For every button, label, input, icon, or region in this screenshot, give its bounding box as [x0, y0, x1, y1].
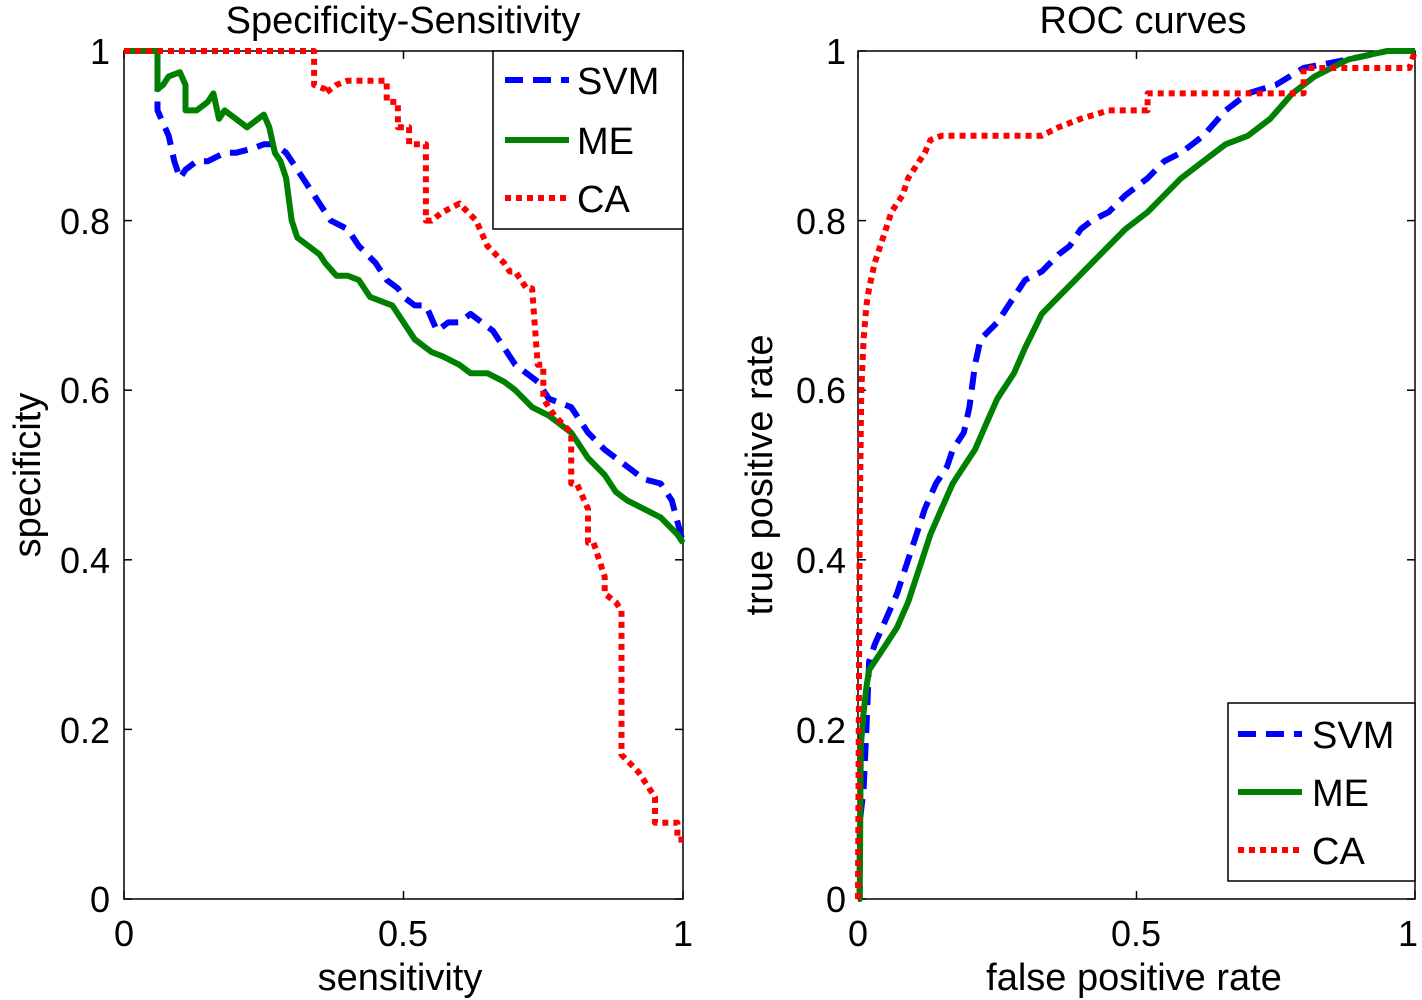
x-tick-labels: 0 0.5 1: [848, 913, 1418, 954]
x-tick-label: 1: [673, 913, 693, 954]
y-tick-label: 1: [826, 31, 846, 72]
legend-label-ca: CA: [1312, 831, 1365, 873]
y-tick-label: 0.6: [796, 370, 846, 411]
legend-label-ca: CA: [577, 179, 630, 221]
y-tick-label: 0.8: [60, 201, 110, 242]
y-tick-label: 0.2: [796, 710, 846, 751]
legend-label-me: ME: [1312, 773, 1369, 815]
legend-label-svm: SVM: [1312, 715, 1394, 757]
series-lines: [855, 48, 1418, 902]
x-tick-label: 1: [1398, 913, 1418, 954]
y-tick-label: 0: [90, 879, 110, 920]
x-tick-label: 0: [848, 913, 868, 954]
roc-curves-chart: ROC curves 0 0.5 1 0 0.2 0.4 0.6 0.8 1 f…: [739, 0, 1418, 999]
specificity-sensitivity-chart: Specificity-Sensitivity 0 0.5 1 0 0.2 0.…: [7, 0, 693, 999]
x-tick-labels: 0 0.5 1: [114, 913, 693, 954]
y-tick-labels: 0 0.2 0.4 0.6 0.8 1: [60, 31, 110, 920]
y-axis-title: specificity: [7, 393, 49, 558]
y-tick-labels: 0 0.2 0.4 0.6 0.8 1: [796, 31, 846, 920]
chart-title: ROC curves: [1040, 0, 1247, 42]
x-axis-title: false positive rate: [986, 957, 1282, 999]
y-tick-label: 0.2: [60, 710, 110, 751]
series-line-svm: [856, 48, 1415, 902]
chart-title: Specificity-Sensitivity: [226, 0, 581, 42]
x-tick-label: 0: [114, 913, 134, 954]
y-tick-label: 1: [90, 31, 110, 72]
y-tick-label: 0: [826, 879, 846, 920]
legend-label-me: ME: [577, 121, 634, 163]
y-tick-label: 0.6: [60, 370, 110, 411]
y-tick-label: 0.8: [796, 201, 846, 242]
series-line-ca: [124, 48, 683, 843]
series-lines: [124, 48, 686, 843]
legend: SVM ME CA: [492, 50, 684, 230]
series-line-me: [856, 48, 1415, 902]
series-line-me: [124, 48, 686, 545]
legend-label-svm: SVM: [577, 61, 659, 103]
y-axis-title: true positive rate: [739, 335, 781, 616]
legend: SVM ME CA: [1227, 702, 1416, 882]
y-tick-label: 0.4: [60, 540, 110, 581]
x-axis-title: sensitivity: [318, 957, 483, 999]
x-tick-label: 0.5: [378, 913, 428, 954]
x-tick-label: 0.5: [1111, 913, 1161, 954]
y-tick-label: 0.4: [796, 540, 846, 581]
series-line-svm: [124, 48, 686, 544]
